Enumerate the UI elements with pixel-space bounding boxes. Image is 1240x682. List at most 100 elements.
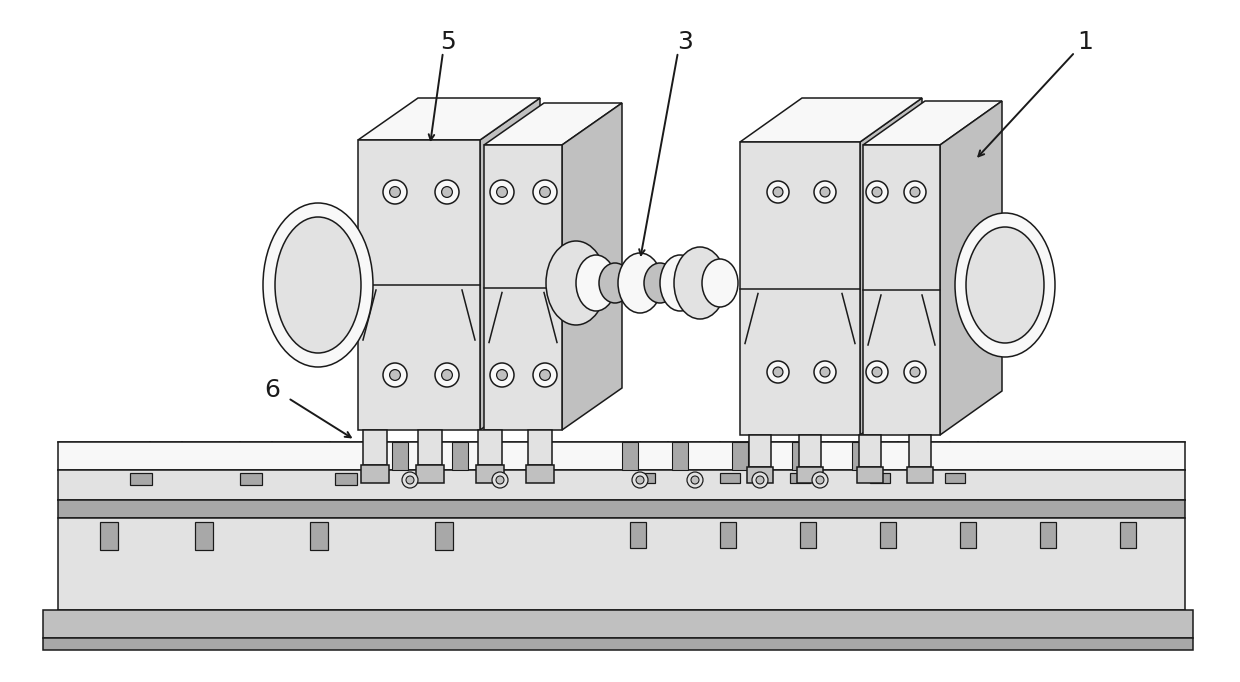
Polygon shape [940, 101, 1002, 435]
Ellipse shape [813, 361, 836, 383]
Ellipse shape [773, 367, 782, 377]
Ellipse shape [820, 187, 830, 197]
Ellipse shape [577, 255, 616, 311]
Ellipse shape [599, 263, 631, 303]
Ellipse shape [546, 241, 606, 325]
Ellipse shape [533, 363, 557, 387]
Ellipse shape [402, 472, 418, 488]
Bar [880, 522, 897, 548]
Ellipse shape [866, 361, 888, 383]
Text: 5: 5 [440, 30, 456, 54]
Bar [732, 442, 748, 470]
Bar [528, 430, 552, 465]
Ellipse shape [636, 476, 644, 484]
Polygon shape [58, 442, 1185, 470]
Polygon shape [863, 101, 1002, 145]
Bar [857, 467, 883, 483]
Ellipse shape [533, 180, 557, 204]
Polygon shape [740, 98, 923, 142]
Ellipse shape [441, 370, 453, 381]
Ellipse shape [435, 180, 459, 204]
Ellipse shape [496, 187, 507, 197]
Ellipse shape [866, 181, 888, 203]
Bar [415, 465, 444, 483]
Bar [635, 473, 655, 483]
Ellipse shape [773, 187, 782, 197]
Ellipse shape [618, 253, 662, 313]
Bar [130, 473, 153, 485]
Bar [453, 442, 467, 470]
Ellipse shape [955, 213, 1055, 357]
Ellipse shape [812, 472, 828, 488]
Ellipse shape [904, 181, 926, 203]
Bar [790, 473, 810, 483]
Polygon shape [562, 103, 622, 430]
Text: 6: 6 [264, 378, 280, 402]
Bar [361, 465, 389, 483]
Bar [909, 435, 931, 467]
Polygon shape [358, 98, 539, 140]
Ellipse shape [813, 181, 836, 203]
Bar [720, 473, 740, 483]
Text: 1: 1 [1078, 30, 1092, 54]
Bar [363, 430, 387, 465]
Bar [622, 442, 639, 470]
Ellipse shape [644, 263, 676, 303]
Ellipse shape [872, 187, 882, 197]
Ellipse shape [910, 187, 920, 197]
Ellipse shape [702, 259, 738, 307]
Bar [906, 467, 932, 483]
Ellipse shape [691, 476, 699, 484]
Polygon shape [58, 470, 1185, 500]
Bar [749, 435, 771, 467]
Ellipse shape [383, 180, 407, 204]
Polygon shape [43, 638, 1193, 650]
Bar [799, 435, 821, 467]
Ellipse shape [768, 361, 789, 383]
Bar [310, 522, 329, 550]
Ellipse shape [966, 227, 1044, 343]
Bar [435, 522, 453, 550]
Ellipse shape [872, 367, 882, 377]
Bar [241, 473, 262, 485]
Ellipse shape [496, 370, 507, 381]
Bar [526, 465, 554, 483]
Bar [392, 442, 408, 470]
Polygon shape [484, 145, 562, 430]
Ellipse shape [496, 476, 503, 484]
Polygon shape [480, 98, 539, 430]
Bar [870, 473, 890, 483]
Ellipse shape [389, 187, 401, 197]
Ellipse shape [751, 472, 768, 488]
Ellipse shape [389, 370, 401, 381]
Ellipse shape [275, 217, 361, 353]
Ellipse shape [490, 363, 515, 387]
Ellipse shape [492, 472, 508, 488]
Bar [746, 467, 773, 483]
Bar [477, 430, 502, 465]
Ellipse shape [539, 187, 551, 197]
Ellipse shape [687, 472, 703, 488]
Bar [852, 442, 868, 470]
Ellipse shape [660, 255, 701, 311]
Bar [418, 430, 441, 465]
Ellipse shape [490, 180, 515, 204]
Ellipse shape [539, 370, 551, 381]
Ellipse shape [675, 247, 725, 319]
Bar [195, 522, 213, 550]
Ellipse shape [768, 181, 789, 203]
Ellipse shape [820, 367, 830, 377]
Ellipse shape [756, 476, 764, 484]
Polygon shape [58, 500, 1185, 518]
Bar [476, 465, 503, 483]
Bar [720, 522, 737, 548]
Bar [800, 522, 816, 548]
Polygon shape [58, 518, 1185, 610]
Polygon shape [358, 140, 480, 430]
Ellipse shape [632, 472, 649, 488]
Bar [563, 277, 735, 289]
Polygon shape [861, 98, 923, 435]
Ellipse shape [383, 363, 407, 387]
Text: 3: 3 [677, 30, 693, 54]
Bar [1120, 522, 1136, 548]
